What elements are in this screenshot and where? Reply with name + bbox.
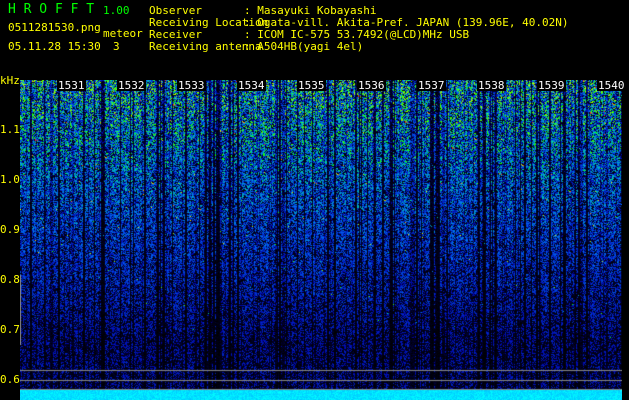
y-tick-label: 0.9 — [0, 223, 20, 236]
x-tick-label: 1537 — [417, 79, 446, 92]
info-label: Receiving Location — [149, 16, 269, 29]
x-tick-label: 1539 — [537, 79, 566, 92]
y-tick-label: 1.0 — [0, 173, 20, 186]
y-tick-label: 0.7 — [0, 323, 20, 336]
file-datetime: 05.11.28 15:30 — [8, 40, 101, 53]
x-tick-label: 1536 — [357, 79, 386, 92]
file-name: 0511281530.png — [8, 21, 101, 34]
x-tick-label: 1532 — [117, 79, 146, 92]
info-label: Receiving antenna — [149, 40, 262, 53]
meteor-count: 3 — [113, 40, 120, 53]
x-tick-label: 1534 — [237, 79, 266, 92]
y-tick-label: 0.6 — [0, 373, 20, 386]
spectrogram — [20, 80, 622, 400]
info-value: : ICOM IC-575 53.7492(@LCD)MHz USB — [244, 28, 470, 41]
info-value: : A504HB(yagi 4el) — [244, 40, 364, 53]
x-tick-label: 1538 — [477, 79, 506, 92]
y-tick-label: 0.8 — [0, 273, 20, 286]
y-tick-label: 1.1 — [0, 123, 20, 136]
x-tick-label: 1533 — [177, 79, 206, 92]
info-value: : Masayuki Kobayashi — [244, 4, 377, 17]
x-tick-label: 1540 — [597, 79, 626, 92]
x-tick-label: 1531 — [57, 79, 86, 92]
info-label: Observer — [149, 4, 202, 17]
meteor-label: meteor — [103, 27, 143, 40]
app-version: 1.00 — [103, 4, 130, 17]
x-tick-label: 1535 — [297, 79, 326, 92]
app-title: H R O F F T — [8, 2, 95, 17]
info-value: : Ogata-vill. Akita-Pref. JAPAN (139.96E… — [244, 16, 569, 29]
info-label: Receiver — [149, 28, 202, 41]
y-axis-unit: kHz — [0, 74, 20, 87]
